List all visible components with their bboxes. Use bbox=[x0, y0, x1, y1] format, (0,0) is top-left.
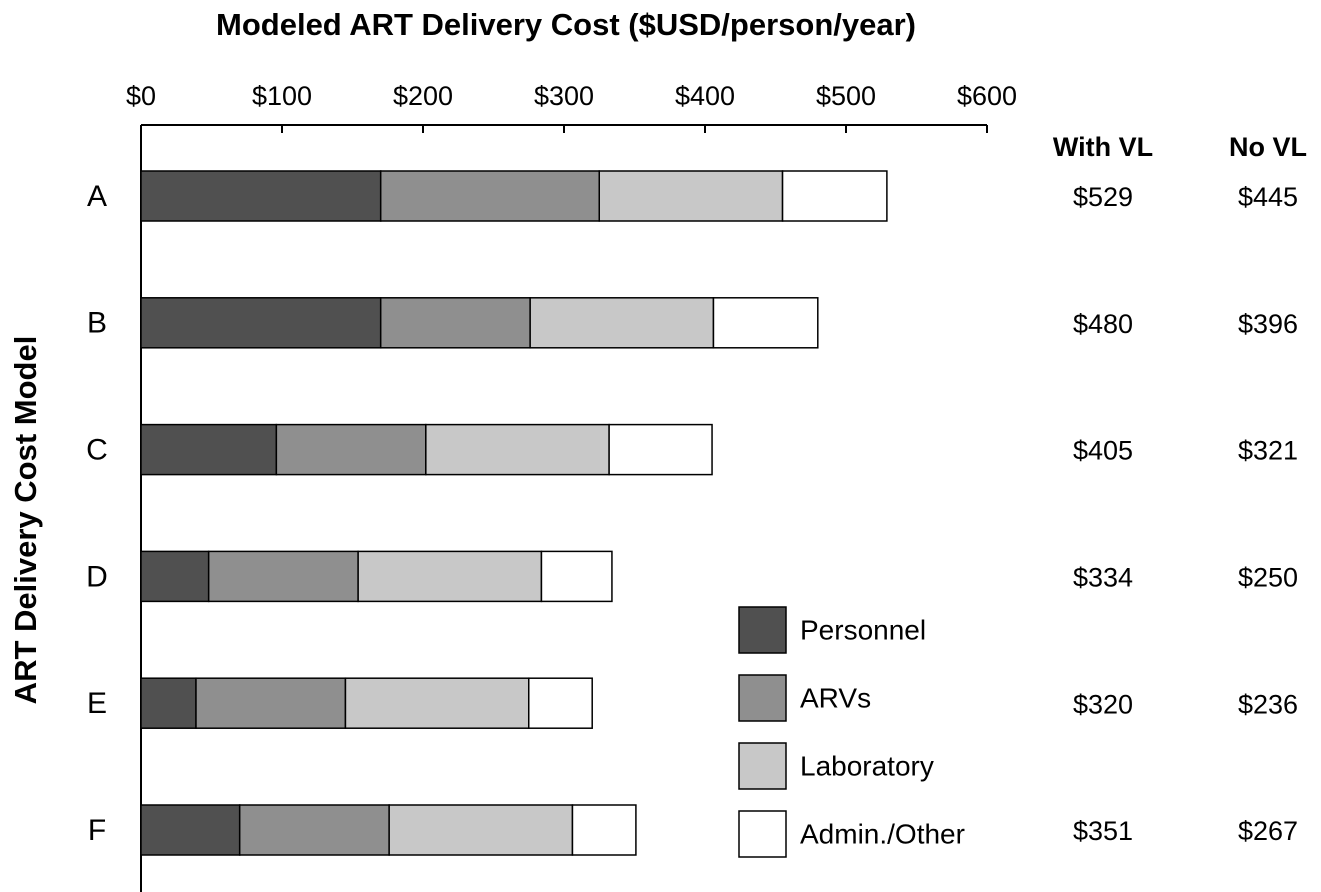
table-cell: $321 bbox=[1238, 436, 1298, 466]
table-cell: $529 bbox=[1073, 182, 1133, 212]
bar-segment bbox=[140, 804, 241, 856]
x-tick-label: $100 bbox=[252, 81, 312, 111]
y-axis-label: ART Delivery Cost Model bbox=[8, 336, 43, 705]
legend-label: Personnel bbox=[800, 614, 926, 645]
bar-segment bbox=[598, 170, 784, 222]
bar-segment bbox=[140, 170, 382, 222]
x-tick-label: $0 bbox=[126, 81, 156, 111]
bar-segment bbox=[140, 677, 197, 729]
bar-segment bbox=[781, 170, 888, 222]
bar-segment bbox=[140, 423, 278, 476]
bar-segment bbox=[207, 550, 359, 603]
bar-segment bbox=[275, 423, 427, 476]
bar-segment bbox=[344, 677, 530, 729]
y-tick-label: D bbox=[86, 560, 108, 593]
bar-segment bbox=[529, 297, 715, 349]
bar-segment bbox=[608, 423, 713, 476]
table-cell: $320 bbox=[1073, 689, 1133, 719]
bar-segment bbox=[528, 677, 593, 729]
legend-swatch bbox=[738, 742, 787, 790]
table-cell: $405 bbox=[1073, 436, 1133, 466]
bar-segment bbox=[140, 550, 210, 603]
table-cell: $480 bbox=[1073, 309, 1133, 339]
table-cell: $445 bbox=[1238, 182, 1298, 212]
bar-segment bbox=[388, 804, 574, 856]
table-cell: $250 bbox=[1238, 563, 1298, 593]
x-tick-label: $200 bbox=[393, 81, 453, 111]
y-tick-label: F bbox=[88, 814, 106, 847]
table-cell: $334 bbox=[1073, 563, 1133, 593]
table-cell: $267 bbox=[1238, 816, 1298, 846]
table-header: No VL bbox=[1229, 132, 1307, 162]
legend-label: Laboratory bbox=[800, 750, 934, 781]
bar-segment bbox=[379, 297, 531, 349]
chart-title: Modeled ART Delivery Cost ($USD/person/y… bbox=[216, 7, 916, 42]
legend-label: Admin./Other bbox=[800, 818, 965, 849]
x-tick-label: $300 bbox=[534, 81, 594, 111]
legend-swatch bbox=[738, 674, 787, 722]
bar-segment bbox=[571, 804, 637, 856]
legend-swatch bbox=[738, 606, 787, 654]
bar-segment bbox=[195, 677, 347, 729]
legend-swatch bbox=[738, 810, 787, 858]
table-cell: $396 bbox=[1238, 309, 1298, 339]
bar-segment bbox=[140, 297, 382, 349]
x-tick-label: $500 bbox=[816, 81, 876, 111]
bar-segment bbox=[357, 550, 543, 603]
table-header: With VL bbox=[1053, 132, 1153, 162]
bar-segment bbox=[425, 423, 610, 476]
bar-segment bbox=[712, 297, 819, 349]
y-tick-label: B bbox=[87, 307, 107, 340]
table-cell: $236 bbox=[1238, 689, 1298, 719]
bar-segment bbox=[238, 804, 390, 856]
x-tick-label: $600 bbox=[957, 81, 1017, 111]
table-cell: $351 bbox=[1073, 816, 1133, 846]
y-tick-label: E bbox=[87, 687, 107, 720]
y-tick-label: A bbox=[87, 180, 107, 213]
legend-label: ARVs bbox=[800, 682, 871, 713]
bar-segment bbox=[379, 170, 601, 222]
bar-segment bbox=[540, 550, 613, 603]
x-tick-label: $400 bbox=[675, 81, 735, 111]
y-tick-label: C bbox=[86, 434, 108, 467]
